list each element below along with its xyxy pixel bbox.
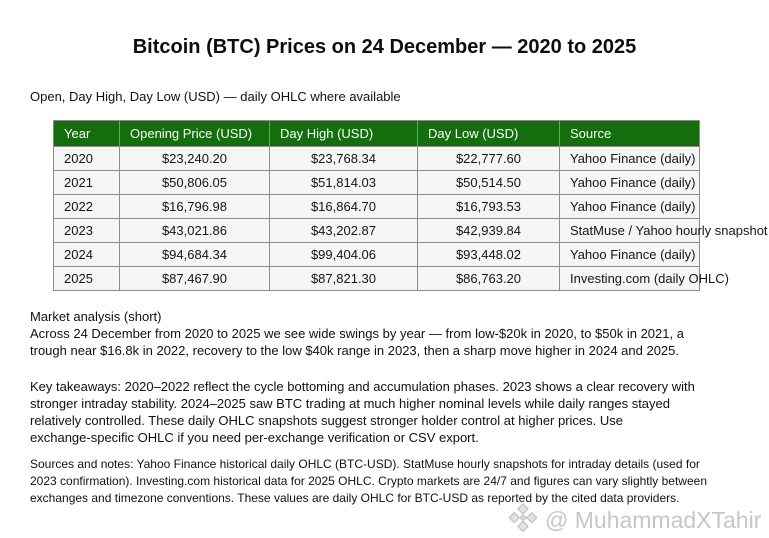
- price-cell: $16,796.98: [119, 194, 270, 219]
- price-cell: $43,202.87: [269, 218, 418, 243]
- price-cell: $16,793.53: [417, 194, 560, 219]
- table-row: 2024 $94,684.34 $99,404.06 $93,448.02 Yahoo …: [53, 242, 700, 267]
- price-cell: $93,448.02: [417, 242, 560, 267]
- watermark: @ MuhammadXTahir: [508, 502, 761, 538]
- table-subtitle: Open, Day High, Day Low (USD) — daily OH…: [30, 89, 401, 104]
- column-header: Source: [559, 120, 700, 147]
- source-cell: Yahoo Finance (daily): [559, 146, 700, 171]
- price-cell: $23,240.20: [119, 146, 270, 171]
- table-row: 2022 $16,796.98 $16,864.70 $16,793.53 Yahoo …: [53, 194, 700, 219]
- table-row: 2023 $43,021.86 $43,202.87 $42,939.84 StatMu…: [53, 218, 768, 243]
- price-cell: $50,514.50: [417, 170, 560, 195]
- btc-price-table: Year Opening Price (USD) Day High (USD) Day…: [53, 120, 768, 291]
- year-cell: 2022: [53, 194, 120, 219]
- price-cell: $22,777.60: [417, 146, 560, 171]
- table-row: 2021 $50,806.05 $51,814.03 $50,514.50 Yahoo …: [53, 170, 700, 195]
- price-cell: $42,939.84: [417, 218, 560, 243]
- year-cell: 2020: [53, 146, 120, 171]
- gem-diamonds-icon: [508, 502, 538, 538]
- header-row: Year Opening Price (USD) Day High (USD) Day…: [53, 120, 700, 147]
- year-cell: 2025: [53, 266, 120, 291]
- column-header: Opening Price (USD): [119, 120, 270, 147]
- source-cell: Yahoo Finance (daily): [559, 242, 700, 267]
- price-cell: $16,864.70: [269, 194, 418, 219]
- price-cell: $50,806.05: [119, 170, 270, 195]
- source-cell: Investing.com (daily OHLC): [559, 266, 729, 291]
- column-header: Day High (USD): [269, 120, 418, 147]
- page-title: Bitcoin (BTC) Prices on 24 December — 20…: [132, 36, 637, 58]
- year-cell: 2021: [53, 170, 120, 195]
- column-header: Year: [53, 120, 120, 147]
- sources-and-notes: Sources and notes: Yahoo Finance histori…: [30, 457, 707, 505]
- price-cell: $23,768.34: [269, 146, 418, 171]
- analysis-body: Across 24 December from 2020 to 2025 we …: [30, 326, 684, 358]
- source-cell: Yahoo Finance (daily): [559, 170, 700, 195]
- column-header: Day Low (USD): [417, 120, 560, 147]
- analysis-heading: Market analysis (short): [30, 309, 162, 324]
- watermark-text: @ MuhammadXTahir: [545, 506, 762, 533]
- year-cell: 2024: [53, 242, 120, 267]
- price-cell: $86,763.20: [417, 266, 560, 291]
- source-cell: Yahoo Finance (daily): [559, 194, 700, 219]
- price-cell: $87,467.90: [119, 266, 270, 291]
- price-cell: $99,404.06: [269, 242, 418, 267]
- table-row: 2025 $87,467.90 $87,821.30 $86,763.20 Invest…: [53, 266, 729, 291]
- price-cell: $51,814.03: [269, 170, 418, 195]
- price-table-header: Year Opening Price (USD) Day High (USD) Day…: [53, 120, 700, 147]
- price-cell: $94,684.34: [119, 242, 270, 267]
- year-cell: 2023: [53, 218, 120, 243]
- key-takeaways: Key takeaways: 2020–2022 reflect the cyc…: [30, 379, 695, 445]
- source-cell: StatMuse / Yahoo hourly snapshot: [559, 218, 768, 243]
- table-row: 2020 $23,240.20 $23,768.34 $22,777.60 Yahoo …: [53, 146, 700, 171]
- price-cell: $87,821.30: [269, 266, 418, 291]
- price-table-body: 2020 $23,240.20 $23,768.34 $22,777.60 Yahoo …: [53, 146, 768, 291]
- price-cell: $43,021.86: [119, 218, 270, 243]
